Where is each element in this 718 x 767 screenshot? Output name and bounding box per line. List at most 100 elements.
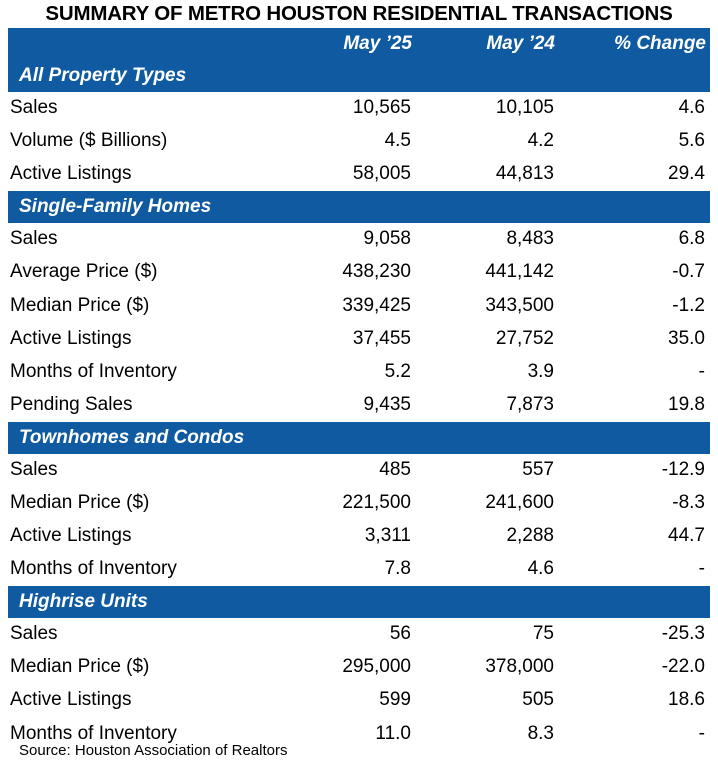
cell-may25: 3,311 bbox=[274, 519, 416, 554]
cell-change: 44.7 bbox=[559, 519, 710, 554]
row-label: Sales bbox=[8, 92, 274, 126]
section-header-row: Townhomes and Condos bbox=[8, 421, 710, 454]
cell-may25: 485 bbox=[274, 453, 416, 487]
cell-may24: 8,483 bbox=[416, 223, 559, 257]
section-title: Highrise Units bbox=[8, 585, 710, 619]
row-label: Median Price ($) bbox=[8, 486, 274, 521]
row-label: Months of Inventory bbox=[8, 355, 274, 389]
cell-change: 4.6 bbox=[559, 92, 710, 126]
table-row: Months of Inventory 7.8 4.6- bbox=[8, 552, 710, 587]
table-row: Active Listings 599 505 18.6 bbox=[8, 683, 710, 718]
cell-may25: 221,500 bbox=[274, 486, 416, 521]
cell-change: 29.4 bbox=[559, 157, 710, 192]
cell-change: - bbox=[559, 552, 710, 587]
section-header-row: Single-Family Homes bbox=[8, 190, 710, 224]
cell-change: - bbox=[559, 717, 710, 751]
cell-may25: 37,455 bbox=[274, 322, 416, 356]
cell-change: -25.3 bbox=[559, 618, 710, 652]
column-header-label bbox=[8, 28, 274, 60]
section-header-row: All Property Types bbox=[8, 60, 710, 92]
row-label: Active Listings bbox=[8, 683, 274, 718]
row-label: Average Price ($) bbox=[8, 255, 274, 290]
cell-may25: 339,425 bbox=[274, 288, 416, 323]
section-title: All Property Types bbox=[8, 60, 710, 92]
row-label: Active Listings bbox=[8, 322, 274, 356]
cell-change: 18.6 bbox=[559, 683, 710, 718]
table-row: Sales 10,565 10,105 4.6 bbox=[8, 92, 710, 126]
section-title: Townhomes and Condos bbox=[8, 421, 710, 454]
column-header-change: % Change bbox=[559, 28, 710, 60]
cell-change: -0.7 bbox=[559, 255, 710, 290]
table-row: Median Price ($) 221,500 241,600 -8.3 bbox=[8, 486, 710, 521]
row-label: Months of Inventory bbox=[8, 717, 274, 751]
cell-may24: 8.3 bbox=[416, 717, 559, 751]
table-row: Median Price ($) 339,425 343,500 -1.2 bbox=[8, 288, 710, 323]
cell-may25: 9,058 bbox=[274, 223, 416, 257]
cell-may24: 75 bbox=[416, 618, 559, 652]
cell-may24: 4.2 bbox=[416, 124, 559, 159]
row-label: Median Price ($) bbox=[8, 650, 274, 685]
section-title: Single-Family Homes bbox=[8, 190, 710, 224]
cell-change: 6.8 bbox=[559, 223, 710, 257]
cell-may25: 295,000 bbox=[274, 650, 416, 685]
cell-may24: 44,813 bbox=[416, 157, 559, 192]
cell-may24: 27,752 bbox=[416, 322, 559, 356]
cell-may24: 557 bbox=[416, 453, 559, 487]
row-label: Active Listings bbox=[8, 519, 274, 554]
section-header-row: Highrise Units bbox=[8, 585, 710, 619]
table-row: Sales 9,058 8,483 6.8 bbox=[8, 223, 710, 257]
cell-may24: 241,600 bbox=[416, 486, 559, 521]
row-label: Volume ($ Billions) bbox=[8, 124, 274, 159]
table-row: Pending Sales 9,435 7,873 19.8 bbox=[8, 388, 710, 422]
cell-may25: 10,565 bbox=[274, 92, 416, 126]
row-label: Median Price ($) bbox=[8, 288, 274, 323]
row-label: Sales bbox=[8, 223, 274, 257]
cell-may24: 378,000 bbox=[416, 650, 559, 685]
cell-change: 35.0 bbox=[559, 322, 710, 356]
cell-change: -12.9 bbox=[559, 453, 710, 487]
cell-may25: 599 bbox=[274, 683, 416, 718]
table-row: Active Listings 58,005 44,813 29.4 bbox=[8, 157, 710, 192]
cell-may25: 56 bbox=[274, 618, 416, 652]
cell-may24: 343,500 bbox=[416, 288, 559, 323]
cell-may24: 4.6 bbox=[416, 552, 559, 587]
column-header-row: May ’25 May ’24 % Change bbox=[8, 28, 710, 60]
cell-change: 5.6 bbox=[559, 124, 710, 159]
cell-may24: 3.9 bbox=[416, 355, 559, 389]
cell-may24: 7,873 bbox=[416, 388, 559, 422]
cell-may25: 7.8 bbox=[274, 552, 416, 587]
table-body: All Property Types Sales 10,565 10,105 4.6 Vo… bbox=[8, 60, 710, 751]
cell-change: 19.8 bbox=[559, 388, 710, 422]
page-title: SUMMARY OF METRO HOUSTON RESIDENTIAL TRA… bbox=[45, 2, 673, 25]
cell-may25: 4.5 bbox=[274, 124, 416, 159]
table-row: Active Listings 37,455 27,752 35.0 bbox=[8, 322, 710, 356]
transactions-table: May ’25 May ’24 % Change All Property Ty… bbox=[8, 28, 710, 751]
column-header-may25: May ’25 bbox=[274, 28, 416, 60]
table-row: Sales 56 75 -25.3 bbox=[8, 618, 710, 652]
row-label: Pending Sales bbox=[8, 388, 274, 422]
cell-may24: 10,105 bbox=[416, 92, 559, 126]
cell-change: - bbox=[559, 355, 710, 389]
table-row: Active Listings 3,311 2,288 44.7 bbox=[8, 519, 710, 554]
column-header-may24: May ’24 bbox=[416, 28, 559, 60]
cell-change: -1.2 bbox=[559, 288, 710, 323]
cell-may25: 5.2 bbox=[274, 355, 416, 389]
cell-may24: 441,142 bbox=[416, 255, 559, 290]
row-label: Sales bbox=[8, 618, 274, 652]
table-row: Sales 485 557 -12.9 bbox=[8, 453, 710, 487]
row-label: Sales bbox=[8, 453, 274, 487]
table-row: Months of Inventory 5.2 3.9- bbox=[8, 355, 710, 389]
row-label: Months of Inventory bbox=[8, 552, 274, 587]
cell-may24: 505 bbox=[416, 683, 559, 718]
table-row: Average Price ($) 438,230 441,142 -0.7 bbox=[8, 255, 710, 290]
cell-may25: 9,435 bbox=[274, 388, 416, 422]
row-label: Active Listings bbox=[8, 157, 274, 192]
cell-change: -8.3 bbox=[559, 486, 710, 521]
cell-may25: 438,230 bbox=[274, 255, 416, 290]
cell-may25: 58,005 bbox=[274, 157, 416, 192]
cell-may25: 11.0 bbox=[274, 717, 416, 751]
source-note: Source: Houston Association of Realtors bbox=[19, 742, 288, 759]
cell-may24: 2,288 bbox=[416, 519, 559, 554]
table-row: Median Price ($) 295,000 378,000 -22.0 bbox=[8, 650, 710, 685]
